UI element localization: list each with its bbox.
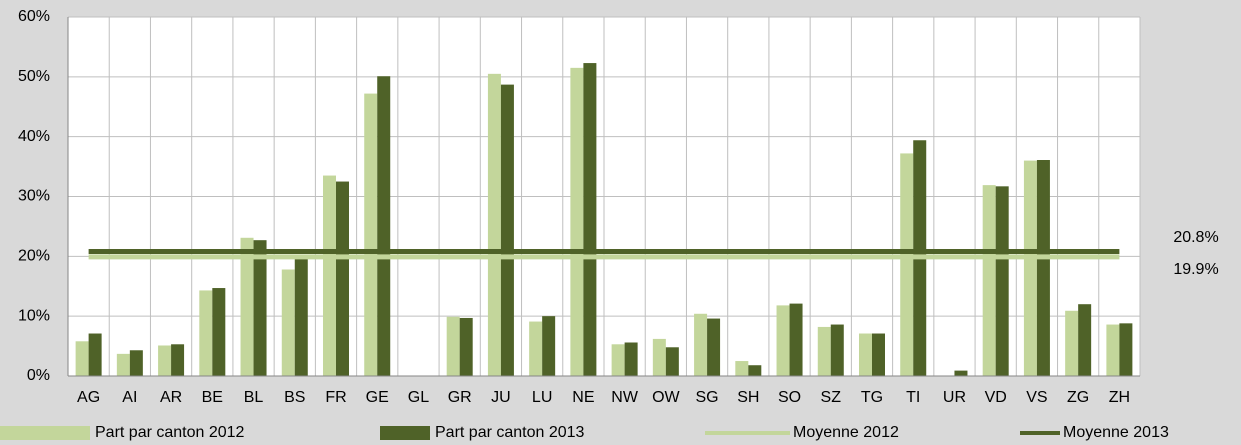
x-tick-label: BL [244,389,264,406]
y-tick-label: 10% [18,307,50,324]
bar [336,181,349,376]
bar [529,321,543,376]
x-tick-label: NE [572,389,594,406]
bar [748,365,762,376]
bar [1119,323,1133,376]
x-tick-label: AR [160,389,182,406]
bar [624,342,638,376]
x-tick-label: LU [532,389,552,406]
x-tick-label: TI [906,389,920,406]
x-tick-label: UR [943,389,966,406]
bar [1065,310,1079,376]
bar [735,361,749,376]
legend-label: Moyenne 2012 [793,424,899,441]
x-tick-label: VS [1026,389,1047,406]
bar [982,185,996,376]
x-tick-label: VD [985,389,1007,406]
y-tick-label: 0% [27,367,50,384]
bar [88,333,102,376]
bar [570,67,584,376]
x-tick-label: FR [325,389,346,406]
bar [171,344,185,376]
x-tick-label: AG [77,389,100,406]
bar [830,324,844,376]
bar [377,76,391,377]
bar [995,186,1009,376]
x-tick-label: JU [491,389,511,406]
bar [817,326,831,376]
bar [212,288,226,376]
bar [954,370,968,376]
bar [1078,304,1092,376]
average-label: 19.9% [1173,261,1218,278]
bar [900,153,914,376]
bar [694,313,708,376]
bar [281,269,295,376]
bar [1023,160,1037,376]
x-tick-label: SG [696,389,719,406]
bar [487,73,501,376]
x-tick-label: NW [611,389,639,406]
bar [459,317,473,376]
y-tick-label: 60% [18,8,50,25]
bar [776,305,790,376]
bar [542,316,556,376]
bar [652,338,666,376]
bar [294,257,308,376]
bar [583,63,597,377]
legend-swatch [0,426,90,440]
legend-label: Part par canton 2012 [95,424,245,441]
bar [707,318,721,376]
bar [1036,160,1050,376]
bar [611,344,625,376]
y-tick-label: 30% [18,188,50,205]
x-tick-label: SZ [821,389,842,406]
bar [116,353,130,376]
bar [323,175,336,376]
bar [872,333,885,376]
x-tick-label: BS [284,389,305,406]
x-tick-label: GR [448,389,472,406]
x-tick-label: SO [778,389,801,406]
bar [240,237,254,376]
bar [859,333,872,376]
bar [1106,324,1120,376]
legend-swatch [380,426,430,440]
bar [75,341,89,376]
x-tick-label: ZH [1109,389,1130,406]
bar [253,240,267,376]
x-tick-label: BE [202,389,223,406]
y-tick-label: 20% [18,248,50,265]
bar [158,345,172,376]
bar [364,93,378,376]
bar [665,347,679,376]
bar [199,290,213,376]
x-tick-label: AI [122,389,137,406]
y-tick-label: 40% [18,128,50,145]
average-label: 20.8% [1173,229,1218,246]
bar [129,350,143,376]
x-tick-label: GL [408,389,429,406]
x-tick-label: SH [737,389,759,406]
bar [500,84,514,376]
legend-label: Part par canton 2013 [435,424,585,441]
x-tick-label: TG [861,389,883,406]
x-tick-label: ZG [1067,389,1089,406]
legend-label: Moyenne 2013 [1063,424,1169,441]
x-tick-label: GE [366,389,389,406]
x-tick-label: OW [652,389,680,406]
y-tick-label: 50% [18,68,50,85]
bar [789,303,803,376]
bar [446,316,460,376]
